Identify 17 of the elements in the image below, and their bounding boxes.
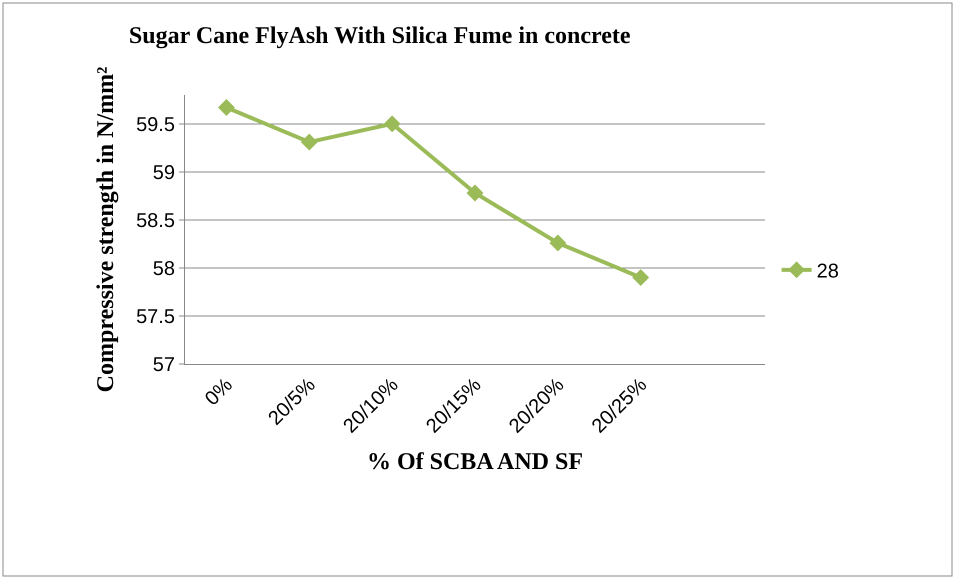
- point: [300, 134, 318, 151]
- x-axis-title: % Of SCBA AND SF: [366, 448, 584, 475]
- legend-label: 28: [816, 260, 839, 283]
- y-tick-label: 57.5: [136, 306, 175, 328]
- point: [466, 184, 484, 202]
- y-tick-label: 59: [152, 162, 175, 184]
- y-tick-label: 58.5: [136, 210, 175, 232]
- point: [384, 115, 401, 132]
- point: [632, 269, 650, 286]
- chart-title: Sugar Cane FlyAsh With Silica Fume in concrete: [128, 22, 631, 49]
- y-axis-title: Compressive strength in N/mm²: [93, 66, 120, 392]
- point: [549, 234, 566, 252]
- point: [218, 99, 235, 116]
- x-tick-label: 0%: [201, 374, 238, 410]
- y-tick-label: 57: [152, 354, 175, 376]
- y-tick-label: 59.5: [136, 114, 175, 136]
- y-tick-label: 58: [152, 258, 175, 280]
